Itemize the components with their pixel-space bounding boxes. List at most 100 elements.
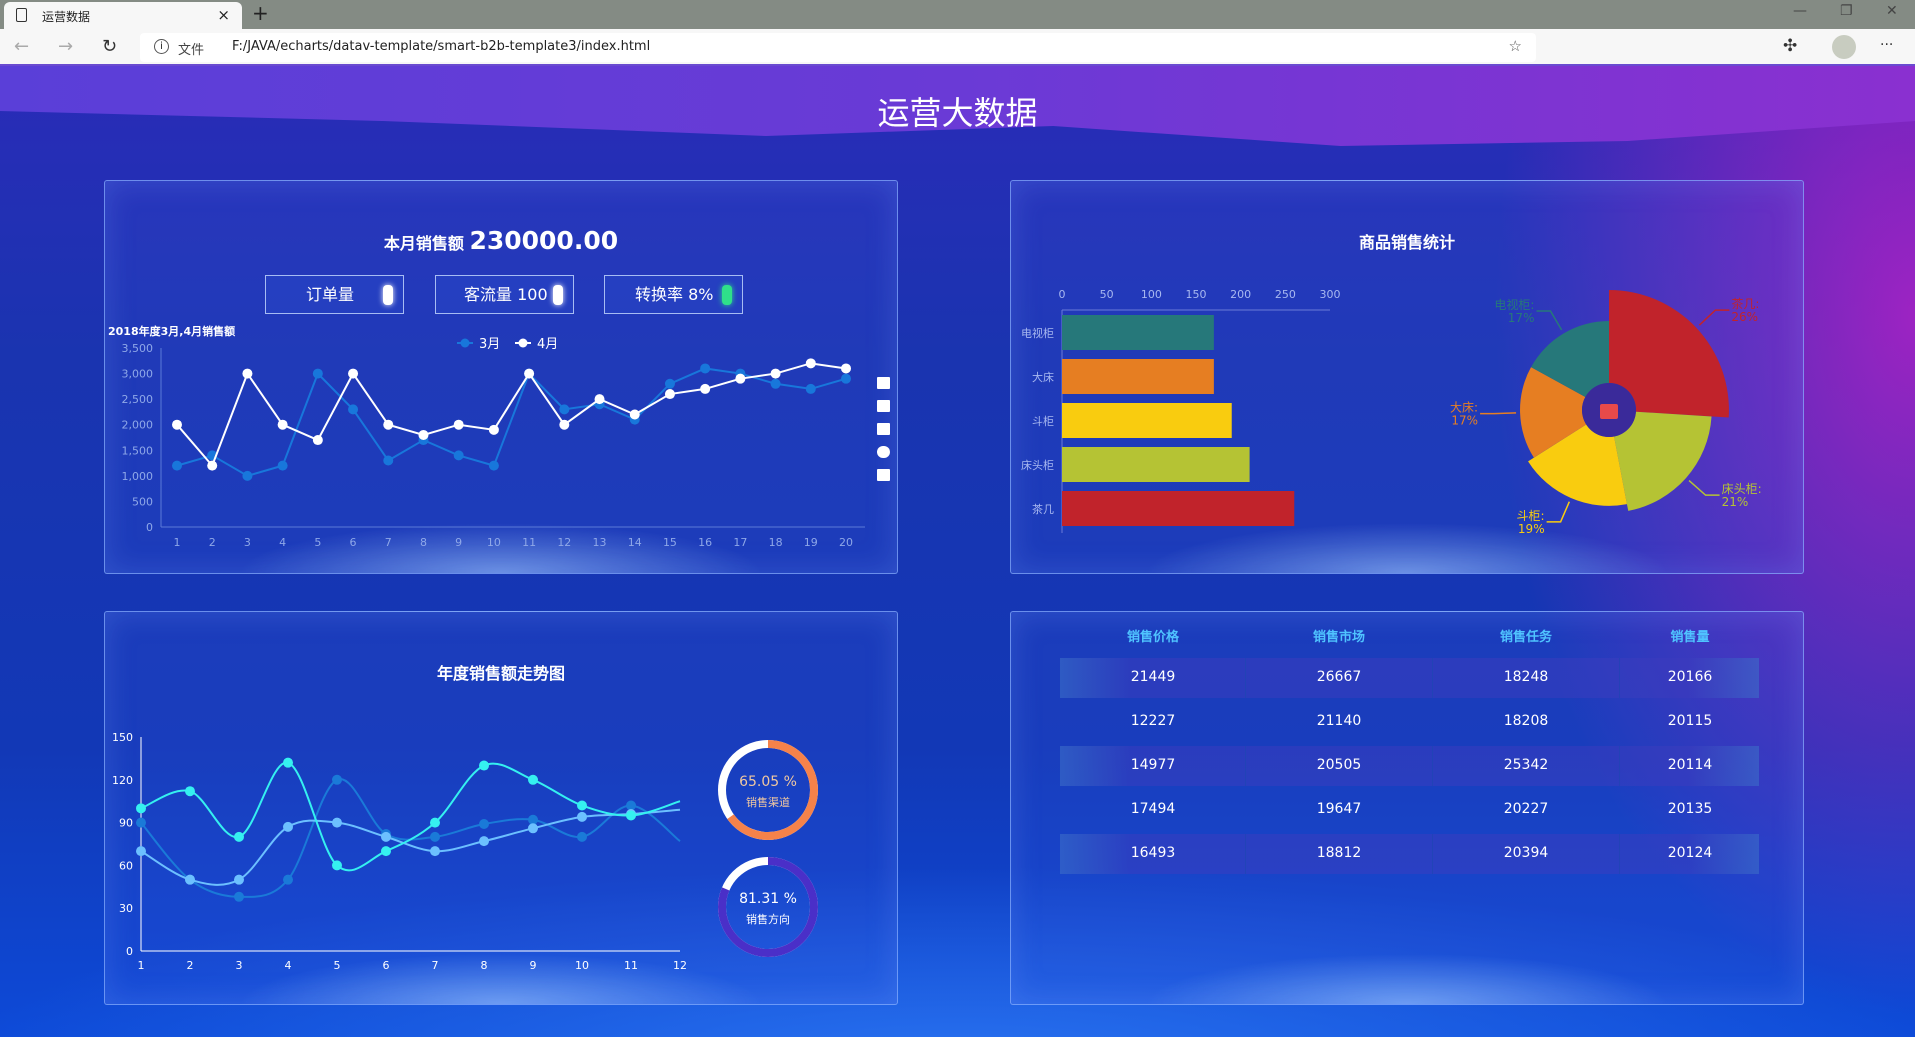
y-tick-label: 3,000: [122, 368, 154, 381]
reload-button[interactable]: ↻: [102, 36, 118, 57]
pie-label-name: 电视柜:: [1494, 297, 1534, 312]
data-point: [234, 874, 244, 885]
table-cell: 20505: [1316, 757, 1362, 773]
data-point: [234, 891, 244, 902]
data-point: [185, 786, 195, 797]
x-tick-label: 8: [481, 959, 488, 972]
table-cell: 26667: [1316, 669, 1362, 685]
translate-extension-icon[interactable]: [1740, 39, 1757, 56]
table-row[interactable]: 17494 19647 20227 20135: [1060, 790, 1759, 830]
table-row[interactable]: 12227 21140 18208 20115: [1060, 702, 1759, 742]
forward-button[interactable]: →: [58, 36, 74, 57]
y-tick-label: 1,500: [122, 444, 154, 457]
column-header-market[interactable]: 销售市场: [1312, 630, 1365, 645]
x-tick-label: 7: [385, 536, 392, 549]
data-point: [488, 460, 499, 471]
data-point: [528, 823, 538, 834]
data-point: [528, 814, 538, 825]
data-point: [332, 817, 342, 828]
cell-divider: [1245, 746, 1246, 786]
kpi-traffic[interactable]: 客流量 100: [435, 275, 574, 314]
profile-avatar[interactable]: [1832, 35, 1856, 59]
gift-icon: [1600, 404, 1618, 419]
column-header-volume[interactable]: 销售量: [1670, 630, 1710, 645]
back-button[interactable]: ←: [14, 36, 30, 57]
favorite-star-icon[interactable]: ☆: [1508, 37, 1522, 55]
table-cell: 20166: [1667, 669, 1713, 685]
tab-close-button[interactable]: ×: [217, 6, 230, 24]
y-tick-label: 30: [119, 902, 133, 915]
info-icon[interactable]: i: [154, 39, 169, 54]
close-window-button[interactable]: ✕: [1886, 3, 1898, 19]
tab-title: 运营数据: [42, 10, 91, 24]
page-icon: [16, 8, 27, 22]
url-text: F:/JAVA/echarts/datav-template/smart-b2b…: [232, 39, 651, 54]
table-cell: 21449: [1130, 669, 1176, 685]
x-tick-label: 10: [575, 959, 589, 972]
pie-slice-电视柜: [1531, 321, 1609, 397]
series-line-3月: [176, 367, 847, 477]
x-tick-label: 50: [1100, 288, 1114, 301]
data-point: [805, 358, 816, 369]
x-tick-label: 150: [1186, 288, 1207, 301]
cell-divider: [1619, 658, 1620, 698]
annual-trend-title: 年度销售额走势图: [436, 664, 565, 683]
data-point: [453, 450, 464, 461]
data-point: [381, 831, 391, 842]
minimize-button[interactable]: —: [1793, 3, 1807, 19]
more-menu-button[interactable]: ···: [1880, 37, 1894, 53]
new-tab-button[interactable]: +: [252, 1, 269, 25]
data-point: [234, 831, 244, 842]
cell-divider: [1245, 834, 1246, 874]
url-field[interactable]: i 文件 F:/JAVA/echarts/datav-template/smar…: [140, 33, 1536, 62]
column-header-task[interactable]: 销售任务: [1499, 630, 1552, 645]
kpi-order-count[interactable]: 订单量: [265, 275, 404, 314]
x-tick-label: 12: [557, 536, 571, 549]
youtube-extension-icon[interactable]: [1651, 39, 1668, 56]
data-point: [453, 419, 464, 430]
label-leader-line: [1480, 412, 1517, 415]
series-line-1: [140, 778, 681, 898]
pie-label-percent: 26%: [1731, 310, 1758, 324]
ublock-extension-icon[interactable]: [1563, 39, 1580, 56]
data-point: [629, 409, 640, 420]
x-tick-label: 8: [420, 536, 427, 549]
table-cell: 20394: [1503, 845, 1549, 861]
column-header-price[interactable]: 销售价格: [1126, 630, 1179, 645]
data-point: [136, 817, 146, 828]
data-point: [479, 836, 489, 847]
x-tick-label: 6: [383, 959, 390, 972]
legend-marker: [518, 338, 528, 348]
kpi-label: 客流量 100: [464, 285, 548, 304]
restore-button[interactable]: ❐: [1840, 3, 1853, 19]
data-point: [577, 831, 587, 842]
flash-extension-icon[interactable]: [1695, 39, 1712, 56]
data-point: [136, 846, 146, 857]
extensions-puzzle-icon[interactable]: ✣: [1783, 36, 1798, 56]
x-tick-label: 4: [285, 959, 292, 972]
data-point: [479, 760, 489, 771]
x-tick-label: 12: [673, 959, 687, 972]
data-point: [207, 460, 218, 471]
cell-divider: [1432, 658, 1433, 698]
data-point: [735, 373, 746, 384]
table-row[interactable]: 14977 20505 25342 20114: [1060, 746, 1759, 786]
label-leader-line: [1688, 480, 1720, 496]
pie-slice-茶几: [1609, 290, 1729, 418]
swift-extension-icon[interactable]: [1607, 39, 1624, 56]
table-row[interactable]: 21449 26667 18248 20166: [1060, 658, 1759, 698]
x-tick-label: 20: [839, 536, 853, 549]
pie-slice-大床: [1520, 367, 1587, 458]
x-tick-label: 2: [209, 536, 216, 549]
line-chart-icon: [877, 400, 890, 412]
pie-label-name: 斗柜:: [1517, 509, 1545, 523]
x-tick-label: 6: [350, 536, 357, 549]
stack-icon: [877, 446, 890, 458]
data-point: [283, 821, 293, 832]
pie-label-percent: 19%: [1518, 522, 1545, 536]
x-tick-label: 5: [314, 536, 321, 549]
table-row[interactable]: 16493 18812 20394 20124: [1060, 834, 1759, 874]
kpi-conversion[interactable]: 转换率 8%: [604, 275, 743, 314]
browser-tab[interactable]: 运营数据 ×: [4, 2, 242, 29]
